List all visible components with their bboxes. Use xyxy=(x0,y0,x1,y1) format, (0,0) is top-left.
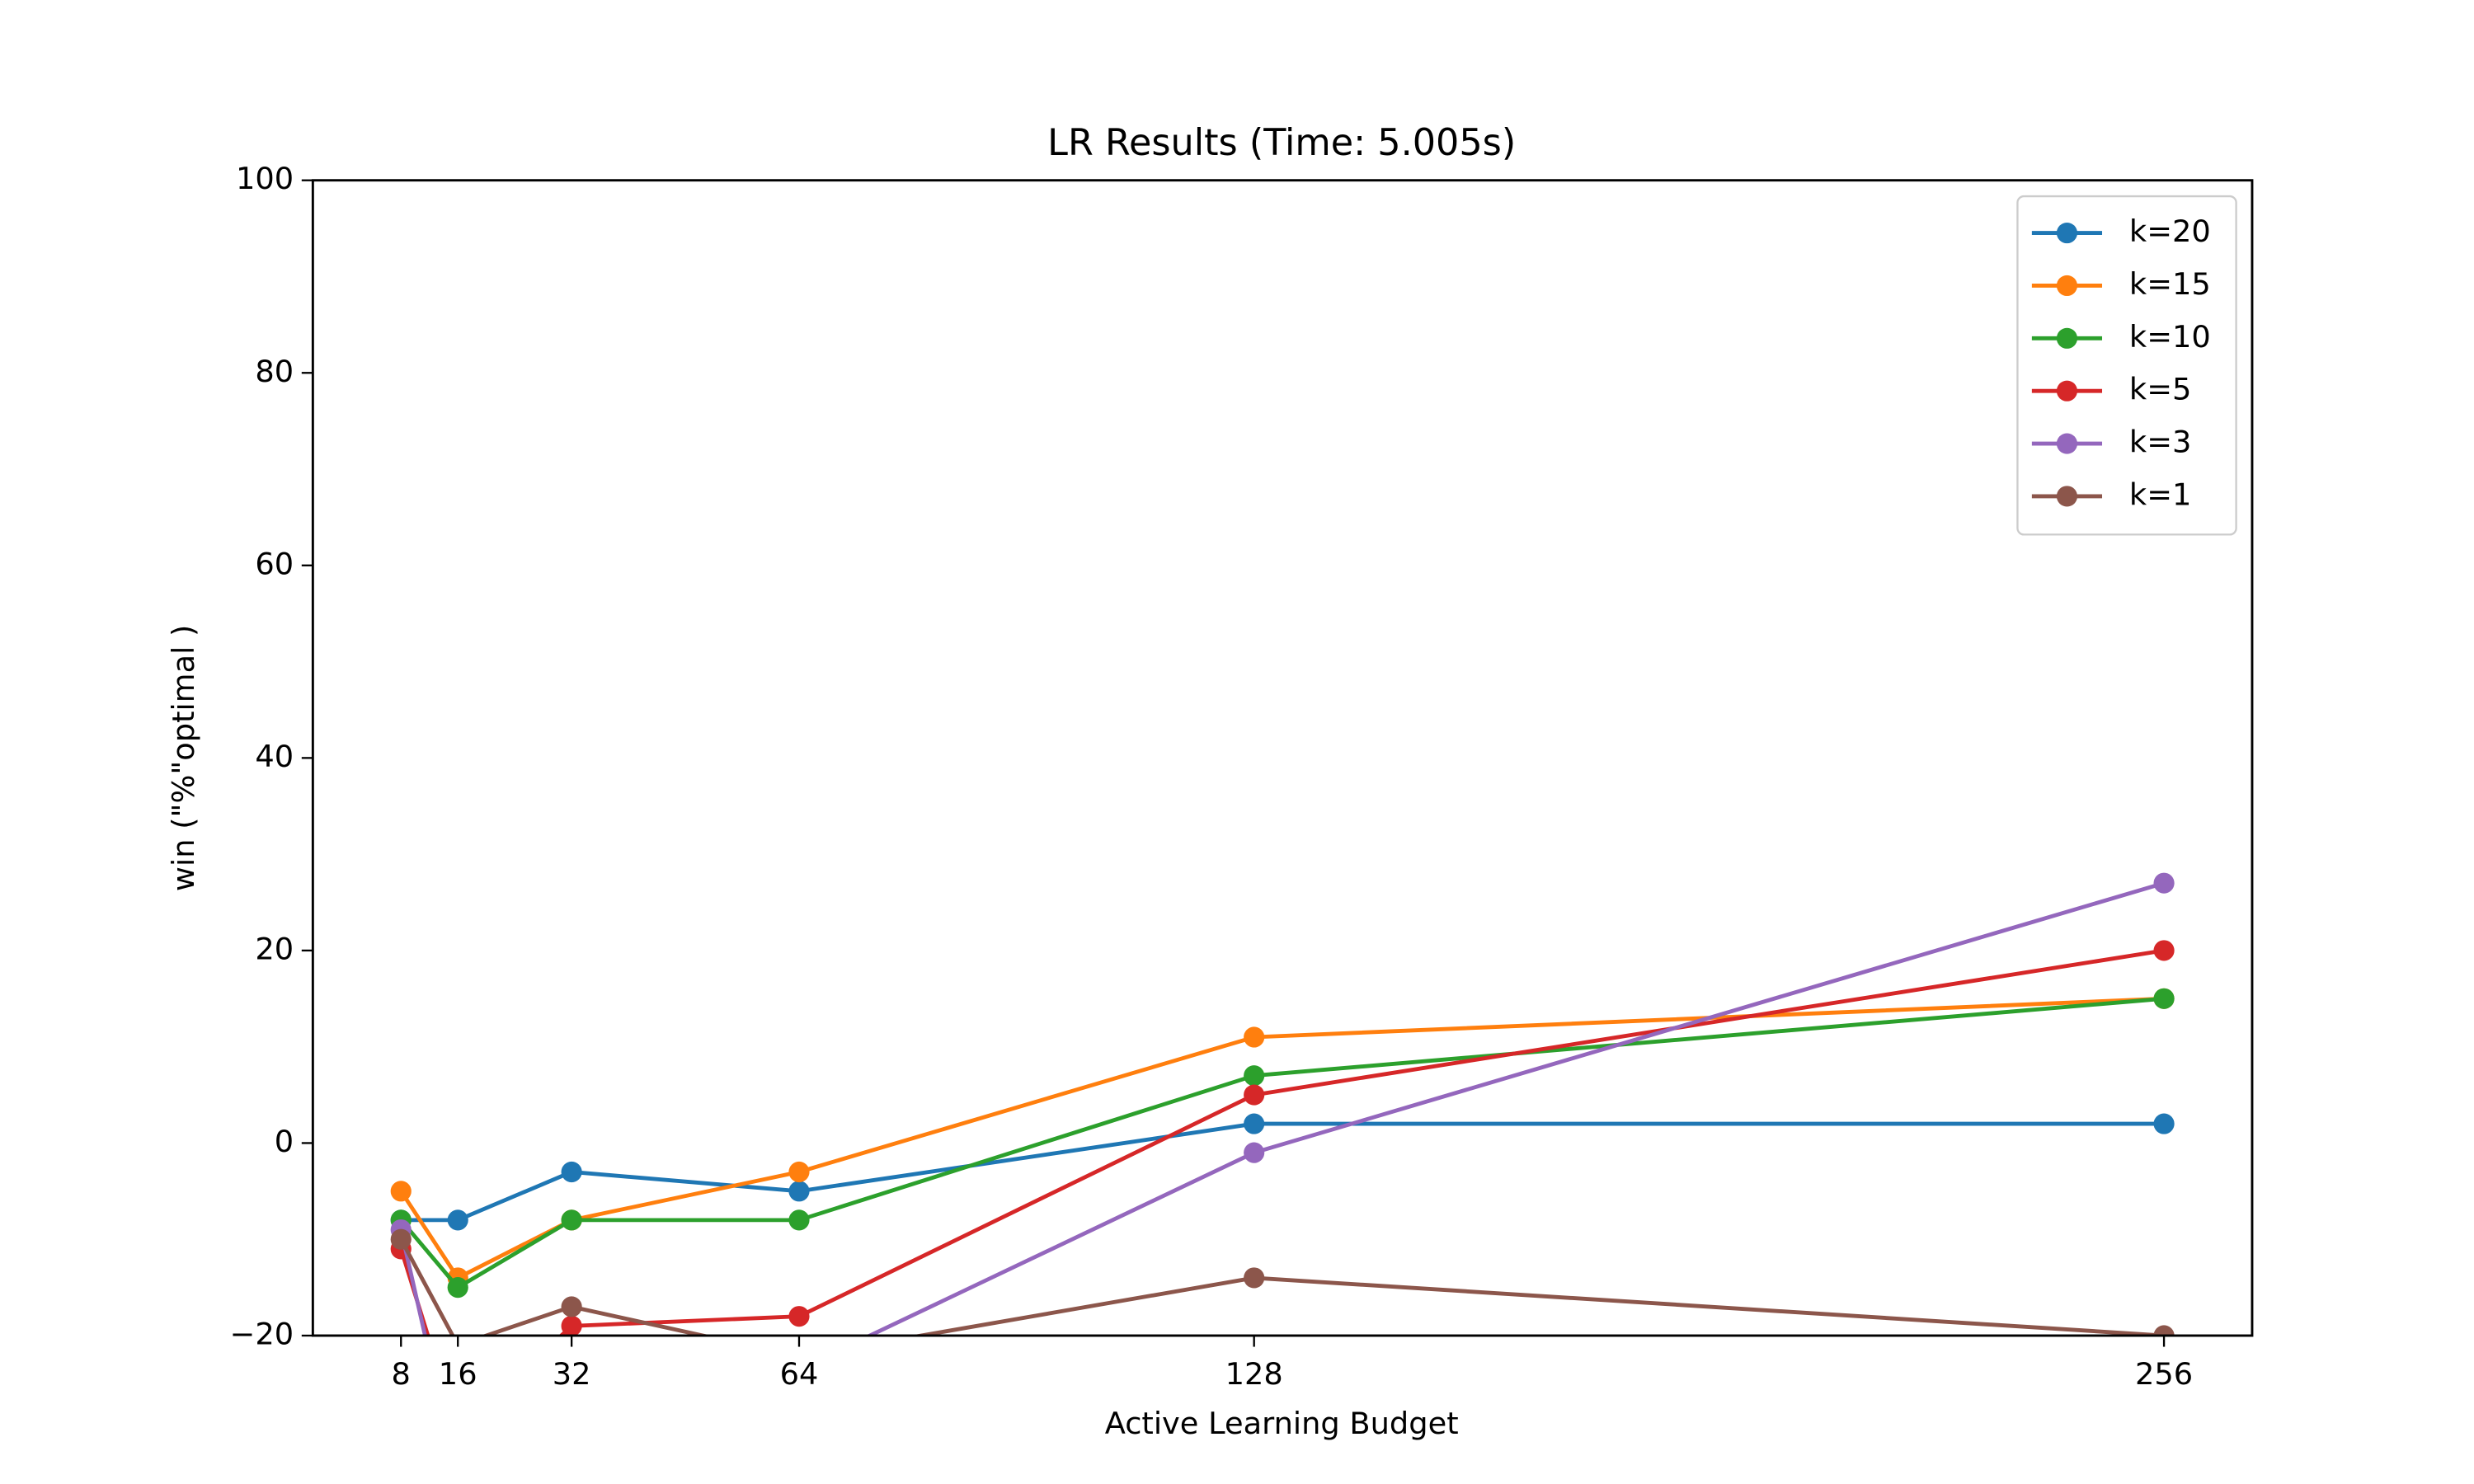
data-point xyxy=(2153,988,2175,1009)
legend-marker xyxy=(2056,327,2078,349)
legend-marker xyxy=(2056,223,2078,244)
legend-label: k=10 xyxy=(2129,319,2211,355)
series-line xyxy=(399,996,2165,1290)
x-axis-label: Active Learning Budget xyxy=(1105,1406,1459,1441)
legend-marker xyxy=(2056,433,2078,454)
data-point xyxy=(447,1209,468,1231)
data-point xyxy=(2153,940,2175,961)
x-tick-label: 32 xyxy=(553,1356,591,1392)
data-point xyxy=(1244,1084,1265,1106)
data-point xyxy=(1244,1142,1265,1163)
legend-marker xyxy=(2056,275,2078,297)
y-tick-label: 100 xyxy=(236,161,294,196)
series-line xyxy=(399,1238,2165,1336)
y-tick-label: 0 xyxy=(275,1124,294,1159)
legend-marker xyxy=(2056,380,2078,402)
data-point xyxy=(561,1161,582,1183)
series-line xyxy=(398,948,2165,1336)
y-tick-label: −20 xyxy=(230,1317,294,1352)
data-point xyxy=(788,1306,810,1327)
legend-label: k=20 xyxy=(2129,214,2211,249)
series-line xyxy=(401,1121,2165,1223)
data-point xyxy=(788,1161,810,1183)
plot-area xyxy=(390,872,2175,1484)
x-tick-label: 256 xyxy=(2135,1356,2193,1392)
legend-label: k=15 xyxy=(2129,266,2211,302)
data-point xyxy=(1244,1113,1265,1134)
data-point xyxy=(562,1421,582,1442)
x-tick-label: 16 xyxy=(439,1356,477,1392)
data-point xyxy=(1244,1267,1265,1289)
x-tick-label: 8 xyxy=(392,1356,411,1392)
y-tick-label: 60 xyxy=(255,546,294,581)
data-point xyxy=(1244,1026,1265,1048)
legend-label: k=3 xyxy=(2129,425,2191,460)
series-line xyxy=(398,881,2165,1336)
data-point xyxy=(561,1296,582,1317)
data-point xyxy=(2153,1113,2175,1134)
data-point xyxy=(390,1228,412,1250)
axes-frame xyxy=(311,179,2254,1337)
data-point xyxy=(2153,1325,2175,1336)
chart-title: LR Results (Time: 5.005s) xyxy=(1047,122,1516,164)
legend-label: k=5 xyxy=(2129,372,2191,407)
y-axis-label: win ("%"optimal ) xyxy=(166,625,201,891)
data-point xyxy=(788,1209,810,1231)
data-point xyxy=(561,1315,582,1336)
data-point xyxy=(788,1181,810,1202)
y-tick-label: 40 xyxy=(255,739,294,774)
data-point xyxy=(447,1277,468,1298)
legend-label: k=1 xyxy=(2129,477,2191,512)
series-line xyxy=(399,996,2165,1281)
x-tick-label: 64 xyxy=(780,1356,819,1392)
data-point xyxy=(561,1209,582,1231)
legend-marker xyxy=(2056,486,2078,507)
y-tick-label: 80 xyxy=(255,354,294,389)
x-tick-label: 128 xyxy=(1225,1356,1283,1392)
data-point xyxy=(448,1421,468,1442)
data-point xyxy=(1244,1065,1265,1087)
data-point xyxy=(448,1470,468,1484)
data-point xyxy=(390,1181,412,1202)
data-point xyxy=(2153,872,2175,894)
y-tick-label: 20 xyxy=(255,931,294,966)
